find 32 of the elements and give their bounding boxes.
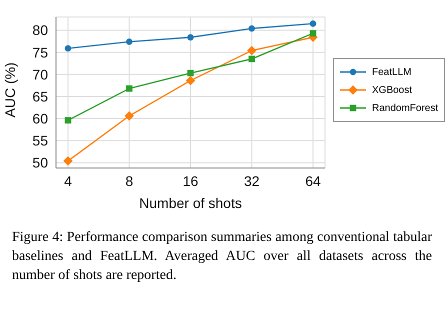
point <box>187 34 194 41</box>
y-tick-label: 55 <box>32 132 48 149</box>
x-tick-label: 4 <box>64 172 72 189</box>
y-tick-label: 80 <box>32 22 48 38</box>
y-tick-label: 70 <box>32 66 48 82</box>
legend-label: FeatLLM <box>372 66 412 78</box>
x-tick-label: 16 <box>182 172 198 189</box>
point <box>186 76 196 86</box>
y-tick-label: 60 <box>32 110 48 127</box>
point <box>248 56 255 62</box>
y-tick-label: 50 <box>32 154 48 171</box>
x-axis-title: Number of shots <box>139 195 242 211</box>
y-axis-title: AUC (%) <box>2 62 18 118</box>
y-tick-label: 65 <box>32 88 48 104</box>
x-tick-label: 32 <box>244 172 260 189</box>
x-tick-label: 8 <box>125 172 134 189</box>
caption: Figure 4: Performance comparison summaries among conventional tabular baselines and FeatLLM. Averaged AUC over all datasets across the number of shots are reported. <box>12 229 432 285</box>
legend-label: RandomForest <box>372 102 438 114</box>
point <box>126 85 132 92</box>
y-tick-label: 75 <box>32 44 48 60</box>
point <box>310 20 316 27</box>
point <box>64 117 72 124</box>
x-tick-label: 64 <box>305 172 321 189</box>
point <box>187 70 194 76</box>
point <box>64 45 72 52</box>
point <box>248 25 255 32</box>
point <box>63 156 73 166</box>
point <box>247 46 256 56</box>
point <box>310 30 316 37</box>
legend-label: XGBoost <box>372 84 412 96</box>
point <box>126 38 132 45</box>
point <box>124 111 134 121</box>
